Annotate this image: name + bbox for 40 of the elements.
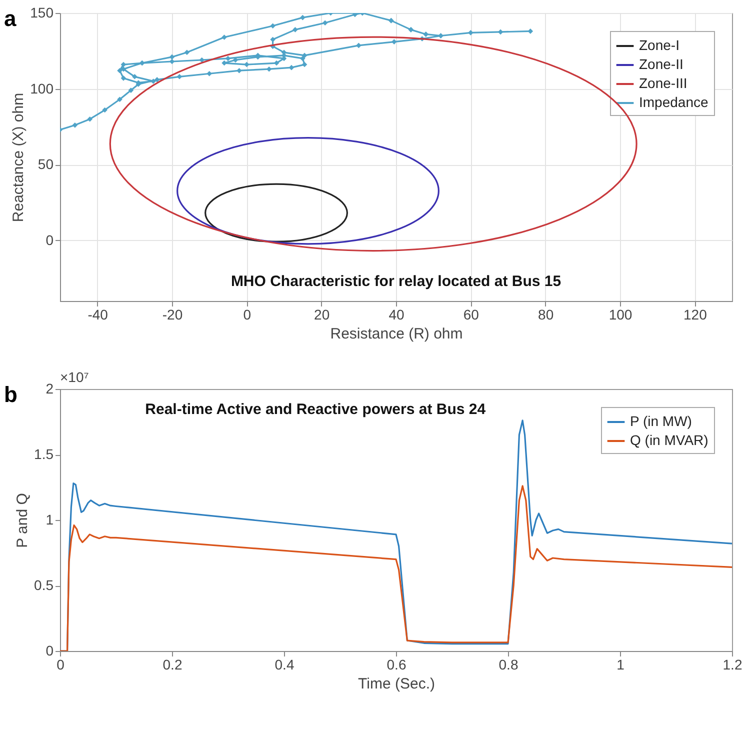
y-tick-label: 0	[46, 232, 54, 248]
x-tick-label: 100	[608, 306, 632, 322]
x-axis-title: Resistance (R) ohm	[330, 326, 463, 342]
y-tick-label: 100	[30, 80, 54, 96]
y-tick-label: 0	[46, 642, 54, 658]
x-tick-label: 0.6	[386, 656, 406, 672]
text: b	[4, 382, 18, 407]
legend-label: P (in MW)	[630, 413, 692, 429]
x-tick-label: 0.8	[498, 656, 518, 672]
x-tick-label: 1.2	[722, 656, 742, 672]
y-tick-label: 50	[38, 156, 54, 172]
x-tick-label: -20	[162, 306, 183, 322]
x-axis-title: Time (Sec.)	[358, 676, 435, 692]
x-tick-label: -40	[88, 306, 108, 322]
annotation: Zone-III	[639, 75, 688, 91]
y-tick-label: 1	[46, 512, 54, 528]
text: Real-time Active and Reactive powers at Bus 24	[145, 401, 486, 418]
x-tick-label: 0.4	[274, 656, 294, 672]
x-tick-label: 1	[616, 656, 625, 672]
legend-label: Impedance	[639, 94, 708, 110]
annotation: Zone-I	[639, 37, 680, 53]
y-axis-title: P and Q	[14, 493, 32, 548]
text: MHO Characteristic for relay located at Bus 15	[230, 273, 562, 290]
text: a	[4, 6, 17, 31]
x-tick-label: 120	[683, 306, 708, 322]
text: ×10⁷	[60, 369, 89, 385]
x-tick-label: 20	[314, 306, 330, 322]
y-tick-label: 150	[30, 4, 54, 20]
x-tick-label: 80	[538, 306, 554, 322]
y-tick-label: 2	[46, 380, 54, 396]
y-axis-title: Reactance (X) ohm	[10, 92, 28, 222]
x-tick-label: 0	[56, 656, 65, 672]
x-tick-label: 0	[243, 306, 252, 322]
x-tick-label: 60	[463, 306, 480, 322]
x-tick-label: 0.2	[162, 656, 182, 672]
legend-label: Q (in MVAR)	[630, 432, 708, 448]
x-tick-label: 40	[388, 306, 404, 322]
annotation: Zone-II	[639, 56, 684, 72]
y-tick-label: 1.5	[34, 446, 54, 462]
y-tick-label: 0.5	[34, 577, 54, 593]
